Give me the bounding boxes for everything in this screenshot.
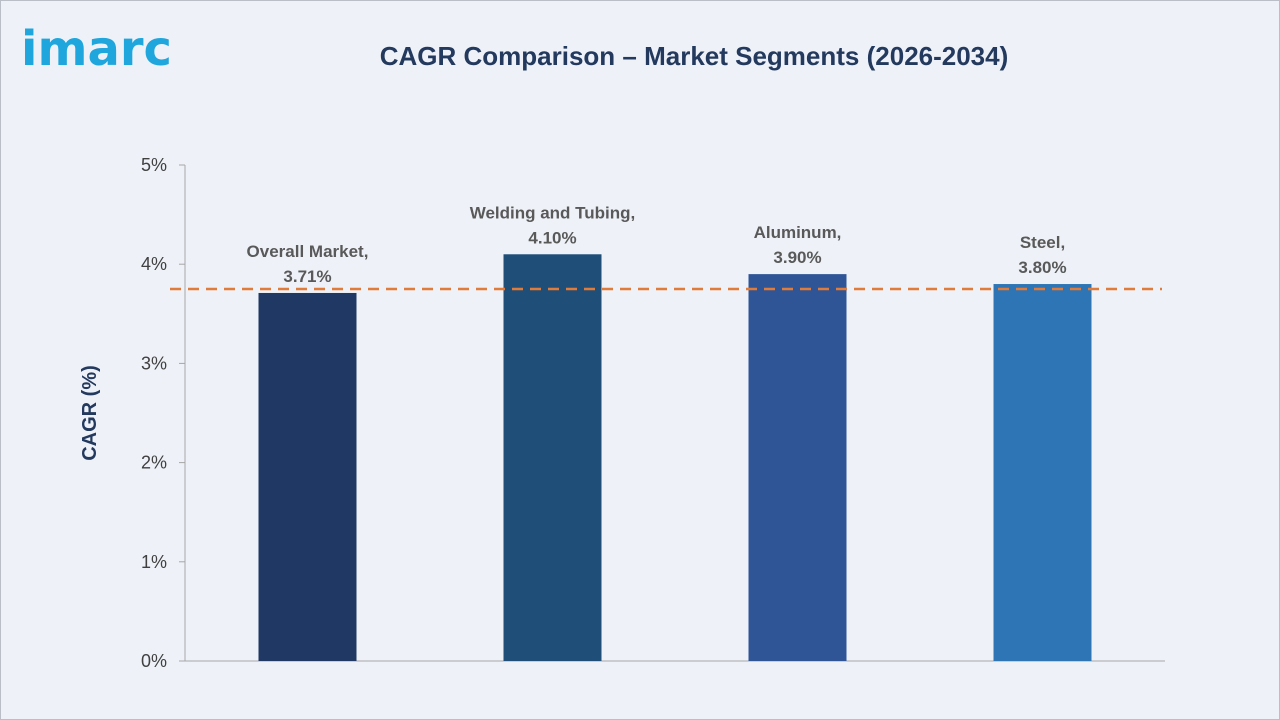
y-tick-label: 0%	[141, 651, 167, 671]
data-label-category: Overall Market,	[247, 242, 369, 261]
chart-title: CAGR Comparison – Market Segments (2026-…	[379, 41, 1009, 71]
data-label-category: Aluminum,	[754, 223, 842, 242]
data-label-value: 4.10%	[528, 228, 576, 247]
y-tick-label: 3%	[141, 353, 167, 373]
bar	[258, 292, 357, 661]
y-tick-label: 1%	[141, 552, 167, 572]
data-label-category: Welding and Tubing,	[470, 203, 636, 222]
data-label-value: 3.80%	[1018, 258, 1066, 277]
bar	[748, 274, 847, 661]
data-label-category: Steel,	[1020, 233, 1065, 252]
y-tick-label: 2%	[141, 453, 167, 473]
y-tick-label: 5%	[141, 155, 167, 175]
imarc-logo: imarc	[21, 21, 172, 77]
data-label-value: 3.90%	[773, 248, 821, 267]
y-axis-title: CAGR (%)	[79, 365, 101, 461]
bar	[503, 254, 602, 661]
data-label-value: 3.71%	[283, 267, 331, 286]
y-tick-label: 4%	[141, 254, 167, 274]
bar	[993, 284, 1092, 661]
